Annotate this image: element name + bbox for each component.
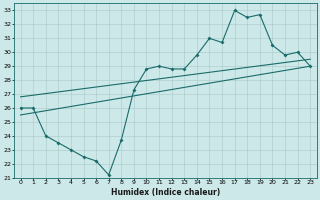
X-axis label: Humidex (Indice chaleur): Humidex (Indice chaleur) [111,188,220,197]
